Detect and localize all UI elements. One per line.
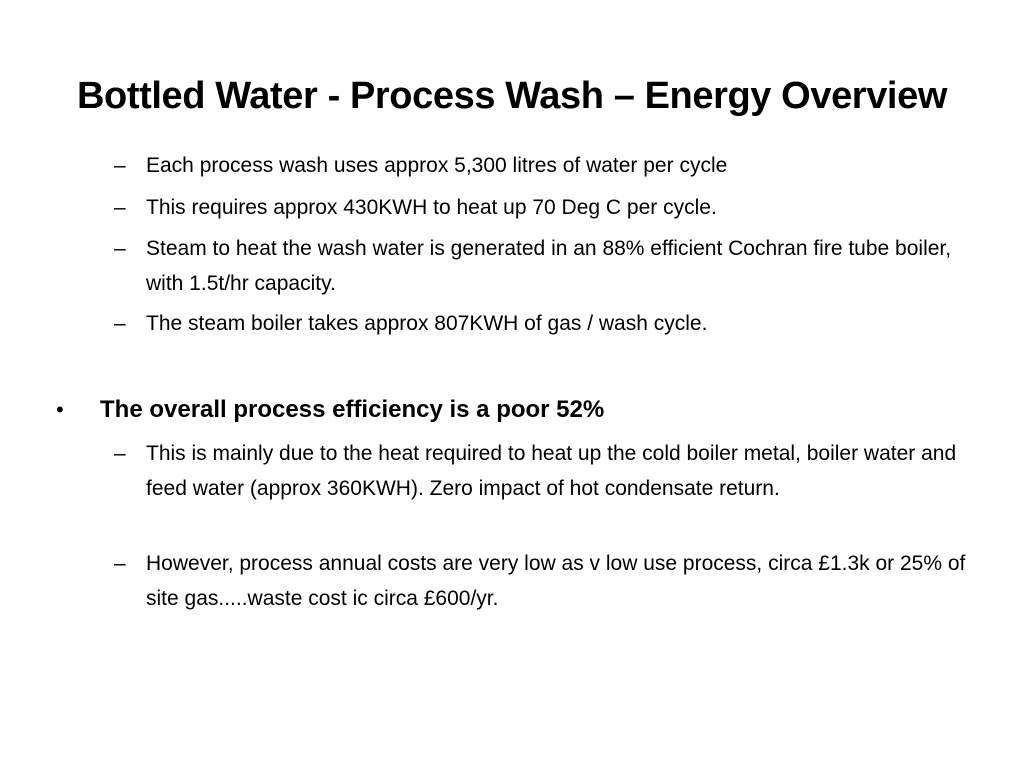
sub-bullet-text: Steam to heat the wash water is generate… [146,237,952,295]
sub-bullet-text: The steam boiler takes approx 807KWH of … [146,312,708,335]
dash-marker: – [114,552,126,575]
dash-marker: – [114,237,126,260]
dash-marker: – [114,442,126,465]
dash-marker: – [114,154,126,177]
slide-title: Bottled Water - Process Wash – Energy Ov… [77,75,947,117]
bullet-marker: • [56,397,64,422]
sub-bullet-text: This is mainly due to the heat required … [146,442,957,500]
sub-bullet-text: Each process wash uses approx 5,300 litr… [146,154,728,177]
dash-marker: – [114,196,126,219]
sub-bullet-text: This requires approx 430KWH to heat up 7… [146,196,717,219]
main-bullet-text: The overall process efficiency is a poor… [100,396,605,423]
dash-marker: – [114,312,126,335]
sub-bullet-text: However, process annual costs are very l… [146,552,966,610]
